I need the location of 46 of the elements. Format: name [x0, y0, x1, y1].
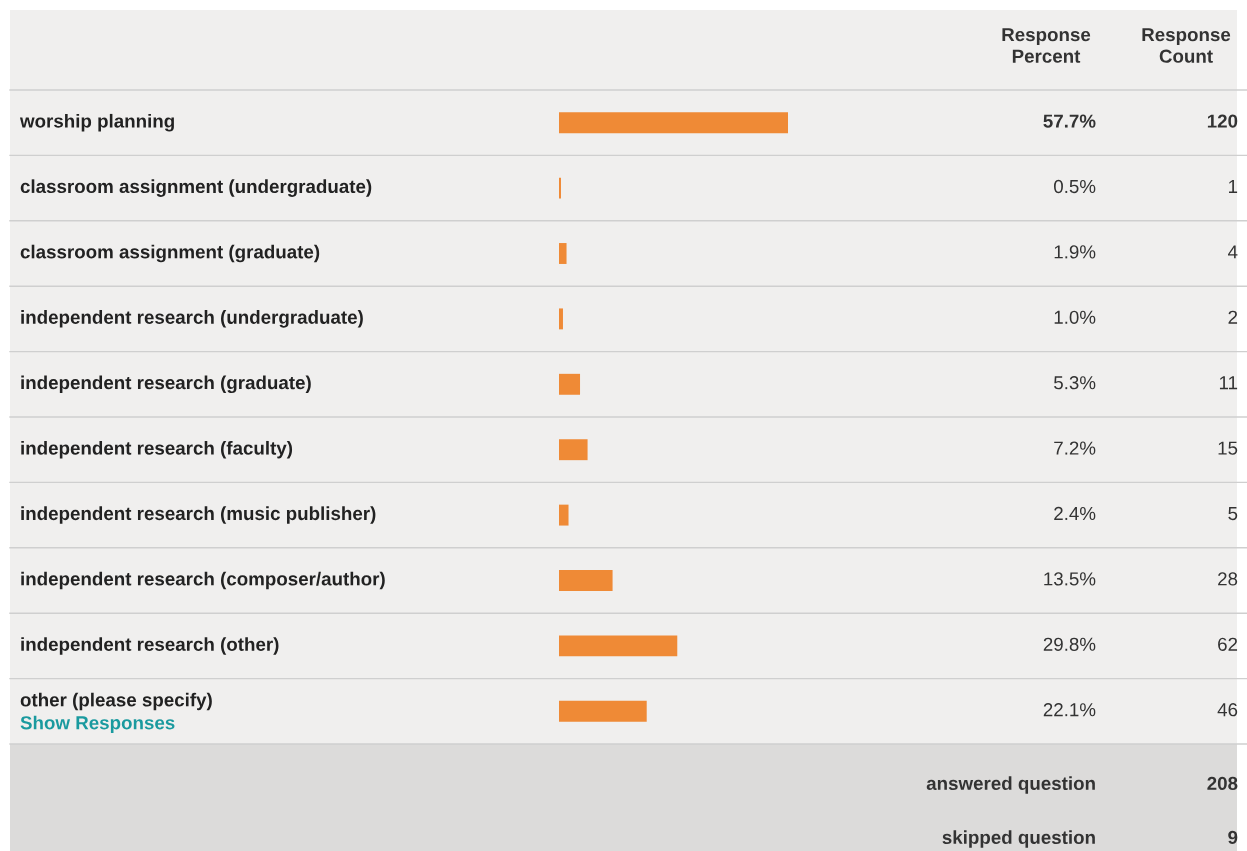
data-label: 7.2% [1054, 441, 1096, 455]
bar [559, 504, 569, 526]
text: 9 [1228, 830, 1238, 845]
bar [559, 700, 647, 722]
text: Response Percent [1002, 28, 1091, 63]
data-label: 2.4% [1054, 506, 1096, 521]
data-label: 5.3% [1054, 376, 1096, 390]
text: skipped question [942, 830, 1095, 848]
bar [559, 635, 678, 657]
bar [559, 308, 563, 330]
text: Show Responses [20, 715, 175, 734]
text: 28 [1218, 572, 1238, 586]
y-tick-label: independent research (graduate) [21, 375, 311, 394]
text: 1 [1229, 180, 1238, 193]
text: 208 [1207, 776, 1238, 791]
bar [559, 373, 581, 395]
text: 62 [1218, 637, 1238, 651]
bar [559, 439, 588, 461]
bar [559, 112, 788, 134]
text: 120 [1207, 114, 1238, 128]
data-label: 29.8% [1043, 637, 1096, 651]
y-tick-label: independent research (composer/author) [21, 571, 385, 590]
text: 2 [1228, 310, 1238, 324]
y-tick-label: classroom assignment (undergraduate) [20, 179, 372, 197]
y-tick-label: worship planning [19, 113, 174, 132]
text: 5 [1228, 507, 1238, 521]
y-tick-label: independent research (music publisher) [21, 506, 376, 524]
text: 46 [1217, 703, 1238, 717]
text: Response Count [1142, 28, 1231, 63]
y-tick-label: independent research (faculty) [21, 440, 293, 459]
data-label: 0.5% [1054, 179, 1096, 194]
y-tick-label: independent research (other) [21, 637, 279, 655]
bar [559, 243, 567, 264]
y-tick-label: classroom assignment (graduate) [20, 244, 320, 263]
text: answered question [926, 776, 1095, 794]
data-label: 1.0% [1054, 310, 1096, 324]
text: 4 [1228, 245, 1238, 259]
bar [559, 570, 613, 591]
data-label: 57.7% [1043, 114, 1096, 128]
data-label: 22.1% [1043, 703, 1096, 717]
data-label: 13.5% [1044, 572, 1096, 586]
text: 15 [1218, 441, 1238, 455]
y-tick-label: independent research (undergraduate) [21, 310, 363, 328]
y-tick-label: other (please specify) [20, 692, 212, 711]
text: 11 [1219, 376, 1238, 390]
data-label: 1.9% [1054, 245, 1096, 259]
